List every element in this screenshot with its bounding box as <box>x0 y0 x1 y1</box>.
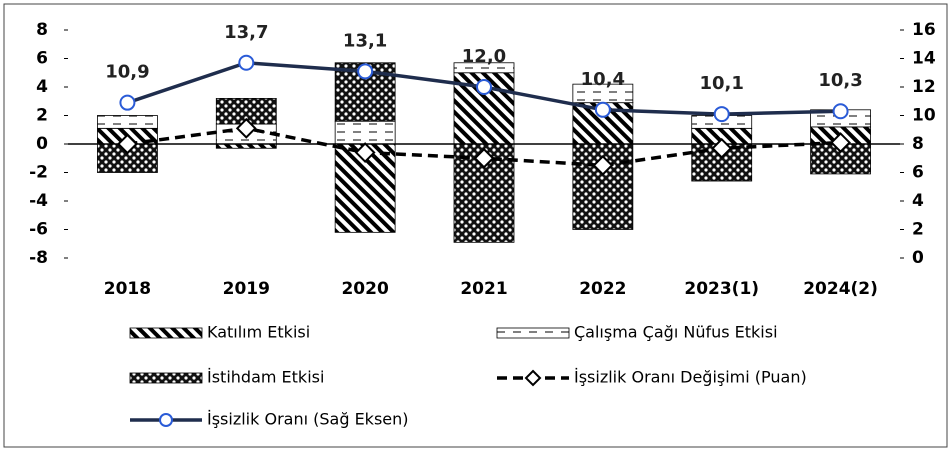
y2-tick-label: 8 <box>912 134 924 154</box>
y-tick-label: -4 <box>29 191 48 211</box>
chart-border <box>3 3 948 448</box>
line-marker <box>354 142 376 163</box>
y2-tick-label: 14 <box>912 49 936 69</box>
x-tick-label: 2022 <box>579 279 626 299</box>
bar <box>97 115 158 129</box>
bar <box>334 120 396 145</box>
line-marker <box>476 79 492 95</box>
y-tick-label: 0 <box>36 134 48 154</box>
y2-tick-label: 12 <box>912 77 936 97</box>
line-marker <box>119 94 136 111</box>
y-tick-label: -6 <box>29 220 48 240</box>
legend-swatch <box>129 327 203 339</box>
legend-label: Çalışma Çağı Nüfus Etkisi <box>574 323 778 342</box>
y2-tick-label: 6 <box>912 163 924 183</box>
x-tick-label: 2021 <box>460 279 507 299</box>
y2-tick-label: 2 <box>912 220 924 240</box>
y-tick-label: 2 <box>36 106 48 126</box>
x-tick-label: 2018 <box>104 279 151 299</box>
line-marker <box>830 132 851 153</box>
y-tick-label: 4 <box>36 77 48 97</box>
x-tick-label: 2020 <box>341 279 388 299</box>
y2-tick-label: 0 <box>912 248 924 268</box>
line-marker <box>594 101 611 118</box>
legend-label: İşsizlik Oranı (Sağ Eksen) <box>207 410 409 429</box>
bar <box>453 62 515 74</box>
data-label: 10,3 <box>818 70 862 91</box>
legend-marker <box>159 413 173 427</box>
x-tick-label: 2024(2) <box>803 279 878 299</box>
legend-label: İstihdam Etkisi <box>207 368 324 387</box>
line-marker <box>235 117 257 139</box>
line-marker <box>592 154 614 176</box>
data-label: 10,1 <box>700 73 744 94</box>
y-tick-label: -8 <box>29 248 48 268</box>
legend-swatch <box>129 372 203 384</box>
x-tick-label: 2019 <box>223 279 270 299</box>
y-tick-label: 6 <box>36 49 48 69</box>
legend-label: Katılım Etkisi <box>207 323 310 342</box>
y2-tick-label: 4 <box>912 191 924 211</box>
line-marker <box>238 54 255 71</box>
data-label: 13,7 <box>224 22 268 43</box>
legend-label: İşsizlik Oranı Değişimi (Puan) <box>574 368 807 387</box>
line-marker <box>357 63 374 80</box>
y-tick-label: 8 <box>36 20 48 40</box>
y-tick-label: -2 <box>29 163 48 183</box>
data-label: 13,1 <box>343 30 387 51</box>
bar <box>97 143 158 173</box>
y2-tick-label: 10 <box>912 106 936 126</box>
y2-tick-label: 16 <box>912 20 936 40</box>
legend-marker <box>524 369 542 387</box>
line-marker <box>473 147 495 169</box>
x-tick-label: 2023(1) <box>684 279 759 299</box>
line-marker <box>711 137 733 159</box>
data-label: 10,9 <box>105 62 149 83</box>
data-label: 10,4 <box>581 69 625 90</box>
data-label: 12,0 <box>462 46 506 67</box>
line-marker <box>832 103 849 120</box>
line-marker <box>713 106 730 123</box>
legend-swatch <box>496 327 570 339</box>
line-marker <box>117 133 138 155</box>
